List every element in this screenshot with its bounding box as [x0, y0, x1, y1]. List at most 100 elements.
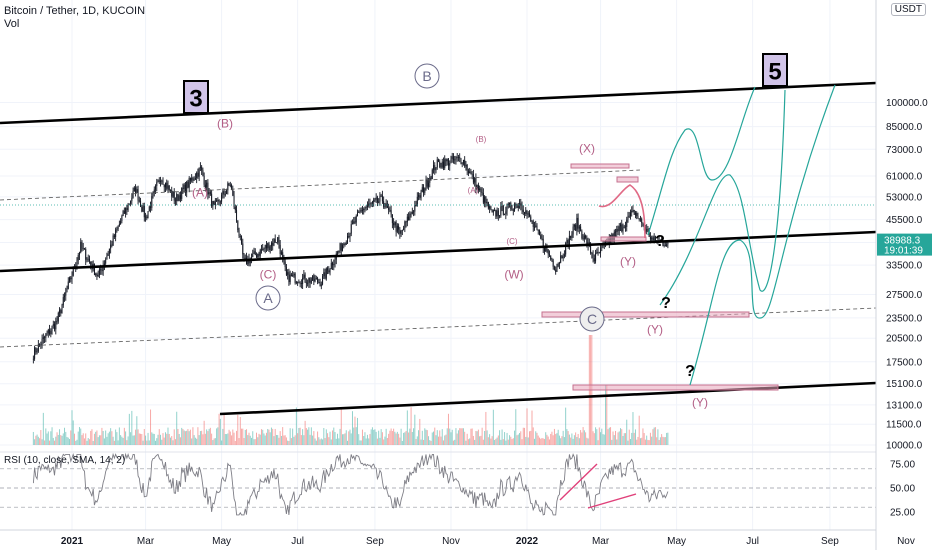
- candle-body: [446, 159, 448, 162]
- volume-bar: [349, 429, 351, 445]
- time-tick: Sep: [366, 536, 384, 547]
- candle-body: [64, 295, 66, 298]
- candle-body: [189, 177, 191, 181]
- candle-body: [615, 231, 617, 233]
- volume-bar: [80, 428, 82, 445]
- candle-body: [168, 185, 170, 190]
- volume-bar: [251, 437, 253, 445]
- candle-body: [497, 210, 499, 216]
- volume-bar: [334, 432, 336, 445]
- volume-bar: [610, 427, 612, 445]
- candle-body: [226, 190, 228, 195]
- volume-bar: [398, 433, 400, 445]
- target-box: [616, 176, 639, 183]
- volume-bar: [188, 431, 190, 445]
- volume-bar: [388, 433, 390, 445]
- rsi-label: RSI (10, close, SMA, 14, 2): [4, 455, 125, 466]
- candle-body: [309, 278, 311, 283]
- candle-body: [290, 274, 292, 277]
- volume-bar: [546, 434, 548, 445]
- candle-body: [298, 282, 300, 284]
- volume-bar: [399, 437, 401, 445]
- candle-body: [444, 159, 446, 168]
- volume-bar: [504, 432, 506, 445]
- candle-body: [356, 212, 358, 217]
- volume-bar: [616, 439, 618, 445]
- candle-body: [90, 261, 92, 265]
- volume-bar: [50, 431, 52, 445]
- candle-body: [152, 193, 154, 197]
- volume-bar: [348, 431, 350, 445]
- candle-body: [217, 200, 219, 201]
- volume-bar: [560, 438, 562, 445]
- candle-body: [481, 192, 483, 193]
- volume-bar: [35, 435, 37, 445]
- candle-body: [224, 194, 226, 195]
- candle-body: [156, 182, 158, 187]
- candle-body: [229, 184, 231, 186]
- volume-bar: [145, 435, 147, 445]
- volume-bar: [323, 428, 325, 445]
- candle-body: [531, 221, 533, 222]
- volume-bar: [307, 429, 309, 445]
- candle-body: [238, 230, 240, 237]
- candle-body: [455, 157, 457, 160]
- volume-bar: [626, 419, 628, 445]
- volume-bar: [115, 429, 117, 445]
- volume-bar: [176, 411, 178, 445]
- candle-body: [492, 210, 494, 213]
- candle-body: [563, 254, 565, 257]
- volume-bar: [244, 429, 246, 445]
- candle-body: [155, 186, 157, 190]
- volume-bar: [416, 436, 418, 445]
- upper-channel-line: [0, 81, 877, 125]
- candle-body: [130, 201, 132, 204]
- wave-label-8: (A): [468, 186, 479, 195]
- volume-bar: [112, 436, 114, 445]
- candle-body: [346, 236, 348, 243]
- candle-body: [96, 273, 98, 277]
- volume-bar: [404, 432, 406, 445]
- currency-badge[interactable]: USDT: [890, 3, 926, 16]
- candle-body: [115, 229, 117, 237]
- candle-body: [41, 338, 43, 346]
- volume-bar: [330, 439, 332, 445]
- candle-body: [380, 195, 382, 197]
- candle-body: [176, 194, 178, 202]
- volume-bar: [130, 432, 132, 445]
- candle-body: [206, 182, 208, 188]
- candle-body: [252, 253, 254, 258]
- candle-body: [566, 240, 568, 244]
- volume-bar: [226, 434, 228, 445]
- candle-body: [342, 244, 344, 251]
- volume-bar: [464, 431, 466, 445]
- candle-body: [430, 177, 432, 180]
- candle-body: [415, 204, 417, 207]
- volume-bar: [140, 433, 142, 445]
- candle-body: [541, 238, 543, 240]
- volume-bar: [484, 430, 486, 445]
- price-axis-bg: [876, 0, 932, 550]
- candle-body: [88, 258, 90, 262]
- candle-body: [274, 239, 276, 243]
- candle-body: [241, 236, 243, 244]
- volume-bar: [234, 440, 236, 445]
- candle-body: [273, 239, 275, 246]
- volume-bar: [436, 430, 438, 445]
- volume-bar: [506, 432, 508, 445]
- volume-bar: [486, 430, 488, 445]
- volume-bar: [209, 427, 211, 445]
- candle-body: [164, 182, 166, 188]
- volume-bar: [634, 429, 636, 445]
- volume-bar: [555, 433, 557, 445]
- candle-body: [269, 246, 271, 251]
- candle-body: [265, 245, 267, 249]
- candle-body: [80, 241, 82, 253]
- candle-body: [410, 213, 412, 215]
- volume-bar: [141, 434, 143, 445]
- candle-body: [47, 329, 49, 334]
- candle-body: [120, 221, 122, 225]
- time-tick: Mar: [137, 536, 155, 547]
- candle-body: [472, 174, 474, 183]
